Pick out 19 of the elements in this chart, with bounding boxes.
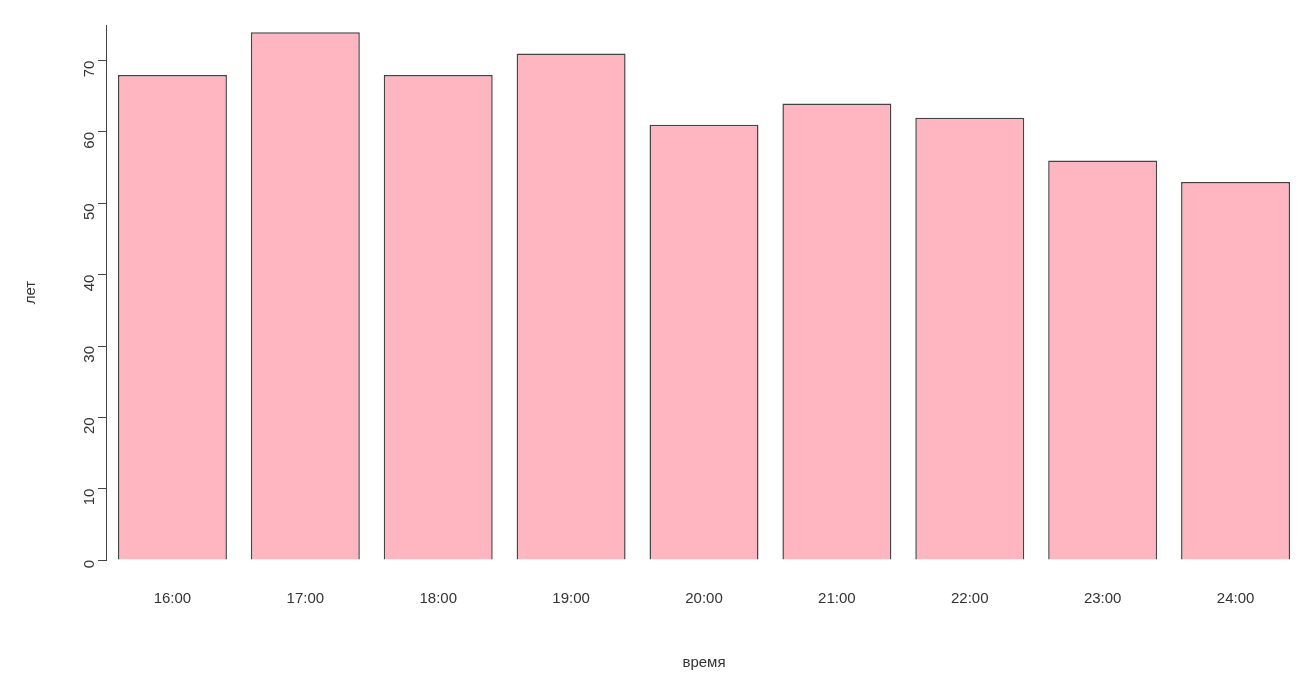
y-tick-label: 20 <box>80 417 98 435</box>
x-axis-title: время <box>682 653 726 671</box>
y-tick-label: 40 <box>80 274 98 292</box>
x-tick-label: 22:00 <box>951 589 989 607</box>
y-tick-label: 10 <box>80 488 98 506</box>
y-tick-label: 0 <box>80 560 98 569</box>
x-tick-label: 16:00 <box>153 589 192 607</box>
y-tick-label: 30 <box>80 346 98 363</box>
y-axis-title: лет <box>21 280 39 305</box>
y-tick-label: 70 <box>80 60 98 78</box>
x-tick-label: 20:00 <box>685 589 723 607</box>
x-tick-label: 19:00 <box>552 589 590 607</box>
y-tick-label: 50 <box>80 203 98 221</box>
x-tick-label: 23:00 <box>1083 589 1122 607</box>
x-tick-label: 21:00 <box>818 589 856 607</box>
x-tick-label: 18:00 <box>419 589 457 607</box>
x-tick-label: 24:00 <box>1216 589 1255 607</box>
x-tick-label: 17:00 <box>286 589 325 607</box>
y-tick-label: 60 <box>80 132 98 149</box>
